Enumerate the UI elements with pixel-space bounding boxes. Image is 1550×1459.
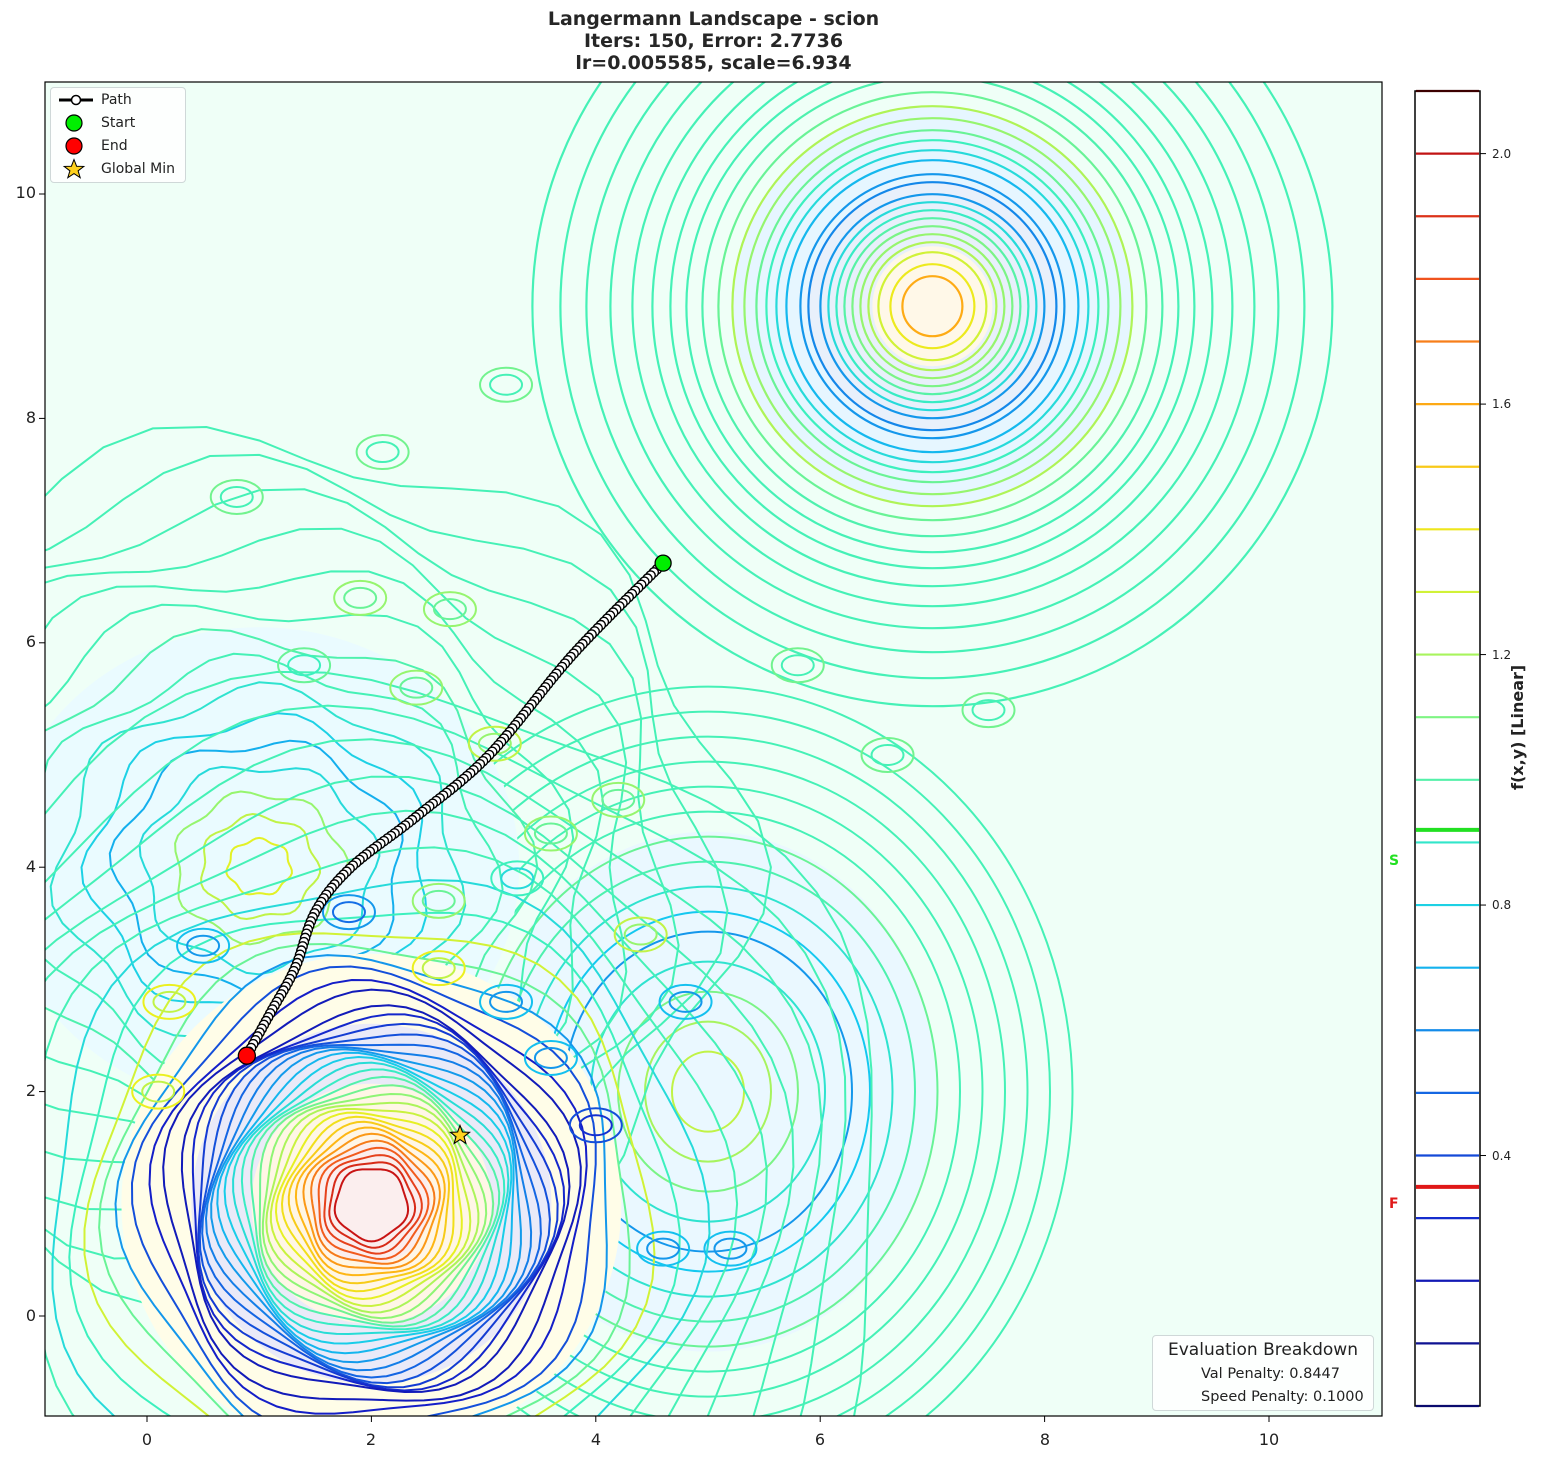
colorbar-tick-0-8: 0.8 — [1492, 898, 1512, 912]
end-marker-icon — [65, 137, 83, 155]
eval-heading: Evaluation Breakdown — [1168, 1340, 1358, 1360]
colorbar-tick-1-2: 1.2 — [1492, 648, 1512, 662]
axis-ticks — [39, 193, 1270, 1422]
val-penalty: Val Penalty: 0.8447 — [1201, 1366, 1341, 1382]
chart-title: Langermann Landscape - scion Iters: 150,… — [45, 8, 1382, 74]
colorbar-final-marker: F — [1389, 1196, 1399, 1212]
colorbar-tick-1-6: 1.6 — [1492, 397, 1512, 411]
y-tick-8: 8 — [25, 408, 36, 427]
colorbar-label: f(x,y) [Linear] — [1508, 664, 1527, 790]
colorbar-tick-0-4: 0.4 — [1492, 1149, 1512, 1163]
legend: Path Start End Global Min — [50, 87, 186, 183]
x-tick-2: 2 — [365, 1430, 377, 1449]
x-tick-6: 6 — [814, 1430, 826, 1449]
path-line-icon — [59, 94, 93, 106]
x-tick-4: 4 — [590, 1430, 602, 1449]
optimizer-path — [237, 554, 672, 1145]
end-marker — [237, 1046, 257, 1065]
colorbar-levels — [1416, 89, 1486, 1408]
global-min-star — [449, 1123, 471, 1145]
colorbar-start-marker: S — [1389, 853, 1400, 869]
speed-penalty: Speed Penalty: 0.1000 — [1201, 1389, 1364, 1405]
colorbar — [1414, 90, 1481, 1407]
contour-lines — [45, 82, 1334, 1416]
colorbar-tick-2-0: 2.0 — [1492, 147, 1512, 161]
legend-path: Path — [51, 89, 185, 111]
legend-start: Start — [51, 112, 185, 134]
y-tick-4: 4 — [25, 857, 36, 876]
title-line-2: Iters: 150, Error: 2.7736 — [583, 30, 844, 52]
plot-frame — [44, 81, 1383, 1417]
start-marker — [654, 554, 672, 572]
title-line-3: lr=0.005585, scale=6.934 — [575, 52, 852, 74]
y-tick-6: 6 — [25, 632, 36, 651]
y-tick-0: 0 — [25, 1306, 36, 1325]
x-tick-10: 10 — [1258, 1430, 1280, 1449]
x-tick-8: 8 — [1039, 1430, 1051, 1449]
x-tick-0: 0 — [141, 1430, 153, 1449]
start-marker-icon — [65, 114, 83, 132]
y-tick-2: 2 — [25, 1081, 36, 1100]
legend-end: End — [51, 135, 185, 157]
y-tick-10: 10 — [15, 183, 36, 202]
legend-global-min: Global Min — [51, 158, 185, 180]
star-icon — [62, 158, 86, 179]
evaluation-breakdown-box: Evaluation Breakdown Val Penalty: 0.8447… — [1152, 1335, 1374, 1411]
title-line-1: Langermann Landscape - scion — [547, 8, 880, 30]
